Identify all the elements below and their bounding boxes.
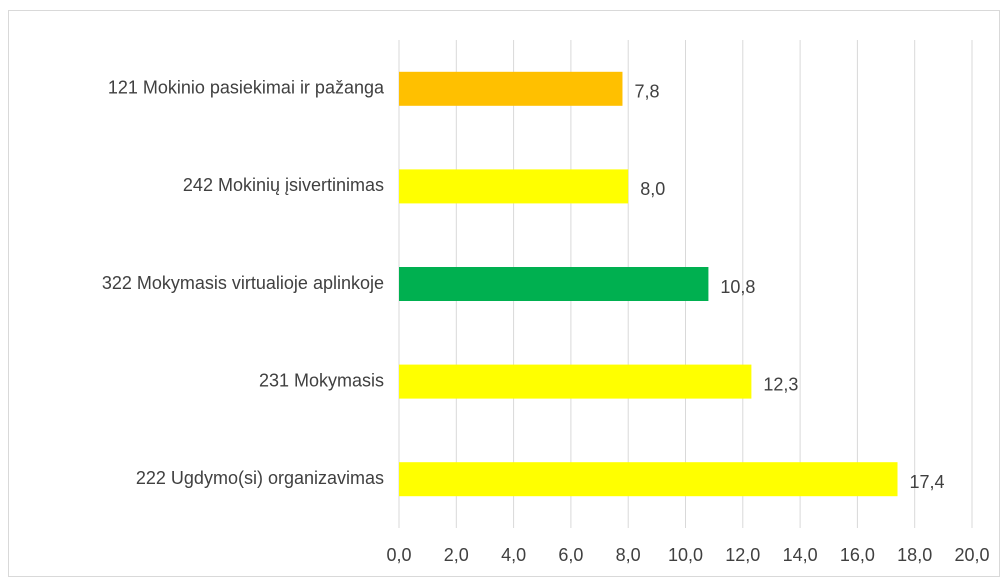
x-tick-label: 4,0 [501, 545, 526, 565]
y-tick-label: 222 Ugdymo(si) organizavimas [136, 468, 384, 488]
x-tick-label: 18,0 [897, 545, 932, 565]
bar [399, 71, 623, 106]
data-label: 17,4 [910, 472, 945, 492]
data-label: 12,3 [763, 374, 798, 394]
bar [399, 364, 752, 399]
bar [399, 169, 629, 204]
x-tick-label: 14,0 [783, 545, 818, 565]
x-tick-label: 2,0 [444, 545, 469, 565]
x-tick-label: 0,0 [386, 545, 411, 565]
data-label: 8,0 [640, 179, 665, 199]
x-tick-label: 10,0 [668, 545, 703, 565]
bar [399, 267, 709, 301]
x-tick-label: 8,0 [616, 545, 641, 565]
x-tick-label: 20,0 [954, 545, 989, 565]
x-tick-label: 16,0 [840, 545, 875, 565]
x-tick-label: 12,0 [725, 545, 760, 565]
data-label: 10,8 [720, 277, 755, 297]
y-tick-label: 242 Mokinių įsivertinimas [183, 175, 384, 195]
x-tick-label: 6,0 [558, 545, 583, 565]
data-label: 7,8 [634, 82, 659, 102]
y-tick-label: 121 Mokinio pasiekimai ir pažanga [108, 78, 385, 98]
y-tick-label: 322 Mokymasis virtualioje aplinkoje [102, 273, 384, 293]
bar [399, 462, 898, 497]
y-tick-label: 231 Mokymasis [259, 370, 384, 390]
